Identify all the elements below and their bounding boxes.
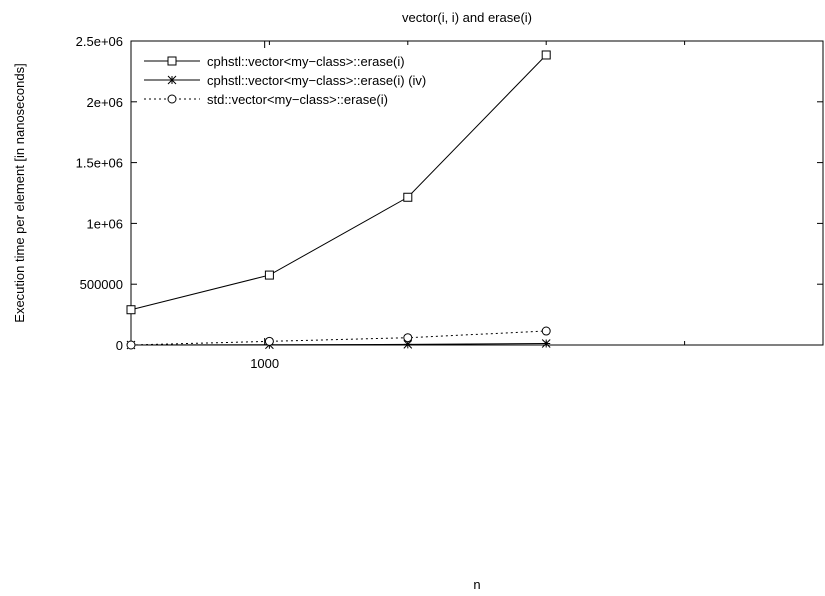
y-tick-label: 500000 [80, 277, 123, 292]
plot-frame [130, 40, 824, 346]
series-2-point [403, 340, 413, 349]
chart-title: vector(i, i) and erase(i) [402, 10, 532, 25]
series-3-point [126, 340, 136, 350]
series-line-3 [130, 330, 547, 346]
legend-marker-3 [167, 94, 177, 104]
series-line-1 [130, 54, 547, 311]
y-axis: 0 500000 1e+06 1.5e+06 2e+06 2.5e+06 [76, 34, 823, 353]
legend-label-3: std::vector<my−class>::erase(i) [207, 92, 388, 107]
series-1-point [264, 270, 274, 280]
y-tick-label: 2.5e+06 [76, 34, 123, 49]
x-axis-label: n [473, 577, 480, 592]
series-3-point [403, 333, 413, 343]
x-axis: 1000 [130, 41, 824, 371]
series-2-point [541, 339, 551, 348]
x-tick-label: 1000 [250, 356, 279, 371]
y-tick-label: 1e+06 [86, 216, 123, 231]
y-tick-label: 1.5e+06 [76, 156, 123, 171]
series-1-point [541, 50, 551, 60]
series-line-2 [130, 343, 547, 346]
y-tick-label: 0 [116, 338, 123, 353]
legend-marker-1 [167, 56, 177, 66]
series-3-point [541, 326, 551, 336]
series-1-point [126, 305, 136, 315]
series-1-point [403, 192, 413, 202]
legend-marker-2 [167, 75, 177, 85]
series-layer [126, 50, 551, 350]
legend-label-1: cphstl::vector<my−class>::erase(i) [207, 54, 405, 69]
legend-label-2: cphstl::vector<my−class>::erase(i) (iv) [207, 73, 426, 88]
y-axis-label: Execution time per element [in nanosecon… [12, 63, 27, 322]
y-tick-label: 2e+06 [86, 95, 123, 110]
series-3-point [264, 336, 274, 346]
legend: cphstl::vector<my−class>::erase(i)cphstl… [144, 54, 426, 107]
